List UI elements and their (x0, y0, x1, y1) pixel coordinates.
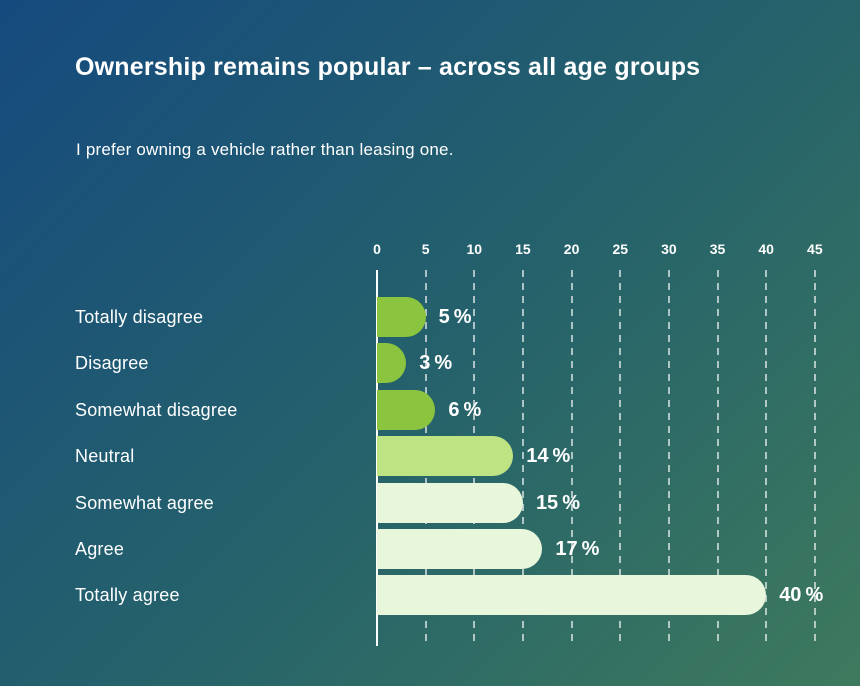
value-label: 17 % (555, 538, 600, 560)
category-label: Somewhat disagree (75, 399, 238, 420)
bar-row: Totally agree 40 % (0, 575, 860, 616)
bar-row: Neutral 14 % (0, 436, 860, 477)
x-axis-tick-label: 0 (373, 241, 381, 257)
gridline (813, 270, 816, 643)
value-label: 6 % (448, 398, 482, 421)
gridline (619, 270, 622, 643)
chart-title: Ownership remains popular – across all a… (75, 53, 701, 81)
x-axis-tick-label: 40 (758, 241, 774, 257)
bar-row: Totally disagree 5 % (0, 297, 860, 337)
x-axis-tick-label: 30 (661, 241, 677, 257)
category-label: Somewhat agree (75, 492, 214, 513)
bar (377, 343, 407, 384)
bar-row: Agree 17 % (0, 529, 860, 569)
category-label: Neutral (75, 446, 135, 467)
x-axis-tick-label: 25 (612, 241, 629, 257)
bar (377, 482, 523, 523)
chart-subtitle: I prefer owning a vehicle rather than le… (76, 140, 454, 159)
gridline (521, 270, 524, 643)
bar (377, 529, 543, 569)
value-label: 15 % (535, 491, 580, 514)
bar (377, 575, 767, 616)
x-axis-tick-label: 35 (709, 241, 726, 257)
gridline (667, 270, 670, 643)
bar-row: Somewhat agree 15 % (0, 482, 860, 523)
x-axis-tick-label: 5 (421, 241, 430, 257)
x-axis-tick-label: 10 (466, 241, 483, 257)
bar (377, 297, 426, 337)
x-axis-tick-label: 20 (563, 241, 580, 257)
x-axis-tick-label: 15 (515, 241, 531, 257)
bar-row: Disagree 3 % (0, 343, 860, 384)
category-label: Disagree (75, 353, 149, 374)
gridline (765, 270, 768, 643)
value-label: 14 % (526, 445, 571, 468)
value-label: 5 % (438, 306, 472, 328)
bar-row: Somewhat disagree 6 % (0, 389, 860, 430)
value-label: 3 % (419, 352, 453, 375)
bar (377, 436, 514, 477)
category-label: Agree (75, 539, 125, 559)
gridline (716, 270, 719, 643)
x-axis-tick-label: 45 (807, 241, 823, 257)
category-label: Totally disagree (75, 307, 204, 327)
gridline (570, 270, 573, 643)
category-label: Totally agree (75, 585, 180, 606)
value-label: 40 % (779, 584, 824, 607)
bar (377, 389, 436, 430)
